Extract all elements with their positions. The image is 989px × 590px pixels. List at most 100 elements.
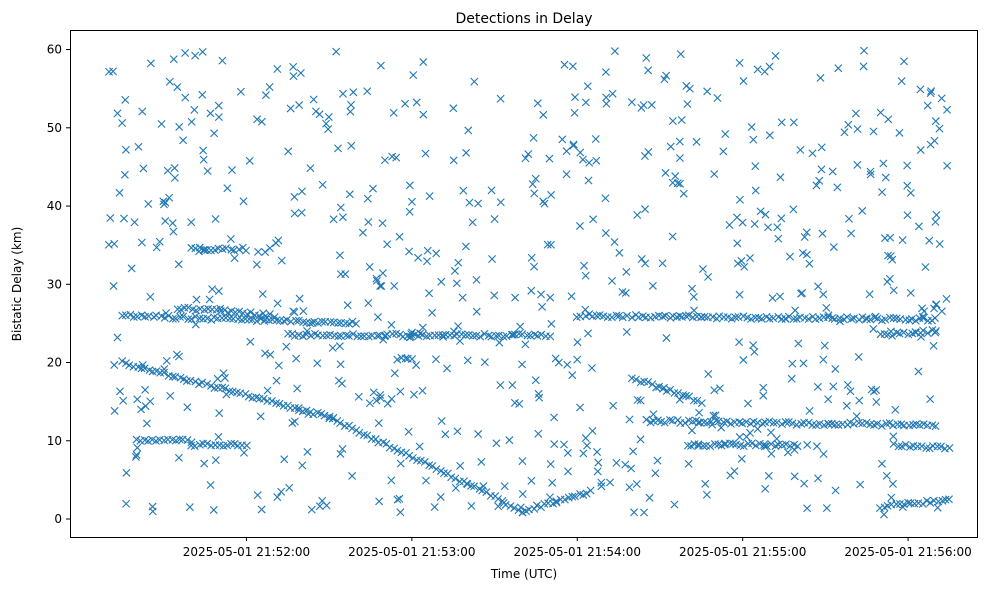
detection-marker (901, 440, 910, 449)
detection-marker (540, 199, 549, 208)
detection-marker (935, 124, 944, 133)
detection-marker (211, 215, 220, 223)
detection-marker (916, 85, 925, 94)
detection-marker (425, 192, 434, 201)
detection-marker (880, 234, 889, 243)
detection-marker (179, 136, 188, 145)
detection-marker (187, 218, 196, 227)
detection-marker (252, 317, 261, 326)
detection-marker (376, 394, 385, 403)
detection-marker (689, 292, 698, 301)
detection-marker (762, 442, 771, 450)
detection-marker (607, 313, 616, 322)
detection-marker (516, 322, 525, 331)
detection-marker (139, 164, 148, 173)
detection-marker (568, 371, 577, 380)
detection-marker (336, 449, 345, 458)
detection-marker (622, 311, 631, 320)
detection-marker (831, 364, 840, 373)
detection-marker (926, 498, 935, 507)
detection-marker (336, 270, 345, 279)
detection-marker (374, 419, 383, 428)
detection-marker (296, 69, 305, 78)
detection-marker (510, 398, 519, 407)
detection-marker (499, 499, 508, 508)
y-tick-label: 30 (47, 277, 62, 291)
detection-marker (682, 81, 691, 90)
detection-marker (524, 150, 533, 159)
detection-marker (670, 500, 679, 509)
detection-marker (828, 167, 837, 176)
detection-marker (195, 247, 204, 256)
detection-marker (697, 313, 706, 322)
detection-marker (885, 274, 894, 283)
detection-marker (751, 441, 760, 450)
detection-marker (437, 417, 446, 426)
detection-marker (721, 439, 730, 448)
detection-marker (412, 98, 421, 107)
detection-marker (168, 219, 177, 228)
detection-marker (326, 317, 335, 326)
detection-marker (917, 442, 926, 451)
detection-marker (627, 313, 636, 322)
detection-marker (531, 174, 540, 183)
detection-marker (926, 89, 935, 98)
detection-marker (419, 58, 428, 67)
detection-marker (387, 394, 396, 403)
detection-marker (898, 236, 907, 245)
detection-marker (658, 259, 667, 268)
detection-marker (157, 119, 166, 128)
detection-marker (661, 311, 670, 320)
x-tick-label: 2025-05-01 21:52:00 (183, 545, 310, 559)
detection-marker (474, 430, 483, 439)
detection-marker (408, 454, 417, 462)
x-axis-title: Time (UTC) (490, 567, 557, 581)
detection-marker (329, 215, 338, 224)
detection-marker (666, 416, 675, 425)
detection-marker (885, 419, 894, 428)
detection-marker (318, 180, 327, 189)
detection-marker (207, 381, 216, 390)
detection-marker (681, 312, 690, 320)
detection-marker (518, 489, 527, 498)
detection-marker (872, 398, 881, 407)
detection-marker (859, 62, 868, 71)
detection-marker (341, 319, 350, 328)
detection-marker (530, 262, 539, 271)
detection-marker (295, 294, 304, 303)
detection-marker (363, 194, 372, 203)
detection-marker (338, 89, 347, 98)
detection-marker (568, 62, 577, 71)
detection-marker (118, 119, 127, 128)
detection-marker (648, 281, 657, 290)
detection-marker (804, 315, 813, 324)
detection-marker (181, 49, 190, 58)
detection-marker (576, 148, 585, 157)
detection-marker (805, 259, 814, 268)
detection-marker (376, 390, 385, 399)
detection-marker (673, 179, 682, 188)
detection-marker (790, 472, 799, 481)
detection-marker (365, 262, 374, 271)
detection-marker (812, 442, 821, 451)
detection-marker (508, 381, 517, 389)
detection-marker (390, 369, 399, 378)
detection-marker (878, 188, 887, 197)
detection-marker (338, 445, 347, 453)
detection-marker (644, 378, 653, 387)
detection-marker (670, 389, 679, 398)
detection-marker (936, 442, 945, 451)
detection-marker (791, 306, 800, 315)
detection-marker (423, 246, 432, 255)
detection-marker (162, 309, 171, 318)
detection-marker (631, 375, 640, 384)
detection-marker (492, 439, 501, 448)
detection-marker (396, 508, 405, 517)
detection-marker (418, 386, 427, 395)
detection-marker (819, 450, 828, 458)
detection-marker (155, 237, 164, 246)
detection-marker (343, 301, 352, 310)
detection-marker (500, 482, 509, 491)
detection-marker (610, 47, 619, 56)
detection-marker (373, 331, 382, 340)
